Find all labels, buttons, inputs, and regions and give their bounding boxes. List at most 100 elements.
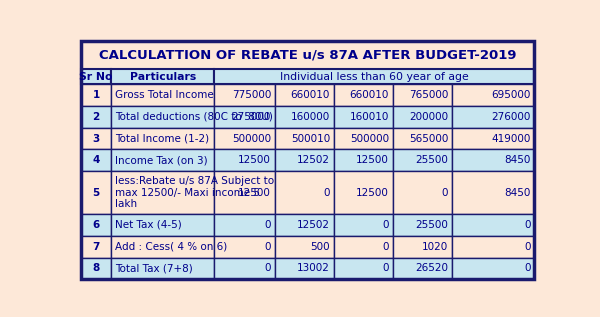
Bar bbox=[80, 236, 112, 257]
Text: 3: 3 bbox=[92, 133, 100, 144]
Text: 25500: 25500 bbox=[415, 155, 448, 165]
Bar bbox=[275, 149, 334, 171]
Text: 12500: 12500 bbox=[356, 188, 389, 197]
Bar bbox=[80, 171, 112, 214]
Text: Total deductions (80C to  80U): Total deductions (80C to 80U) bbox=[115, 112, 272, 122]
Text: 275000: 275000 bbox=[232, 112, 271, 122]
Bar bbox=[393, 257, 452, 279]
Bar bbox=[393, 171, 452, 214]
Text: 13002: 13002 bbox=[297, 263, 330, 273]
Text: 660010: 660010 bbox=[291, 90, 330, 100]
Text: 2: 2 bbox=[92, 112, 100, 122]
Text: 695000: 695000 bbox=[491, 90, 531, 100]
Text: 765000: 765000 bbox=[409, 90, 448, 100]
Text: Particulars: Particulars bbox=[130, 72, 196, 82]
Bar bbox=[452, 214, 535, 236]
Bar bbox=[112, 69, 214, 84]
Text: 160000: 160000 bbox=[291, 112, 330, 122]
Text: 500000: 500000 bbox=[350, 133, 389, 144]
Bar bbox=[452, 171, 535, 214]
Bar bbox=[393, 106, 452, 128]
Bar bbox=[452, 149, 535, 171]
Text: less:Rebate u/s 87A Subject to
max 12500/- Maxi income 5
lakh: less:Rebate u/s 87A Subject to max 12500… bbox=[115, 176, 274, 209]
Text: 276000: 276000 bbox=[491, 112, 531, 122]
Text: 500000: 500000 bbox=[232, 133, 271, 144]
Bar bbox=[80, 149, 112, 171]
Text: 8: 8 bbox=[92, 263, 100, 273]
Text: 500010: 500010 bbox=[291, 133, 330, 144]
Text: 1020: 1020 bbox=[422, 242, 448, 252]
Bar bbox=[80, 128, 112, 149]
Bar bbox=[214, 149, 275, 171]
Text: 7: 7 bbox=[92, 242, 100, 252]
Text: 0: 0 bbox=[524, 220, 531, 230]
Bar bbox=[334, 257, 393, 279]
Bar bbox=[452, 236, 535, 257]
Text: 0: 0 bbox=[442, 188, 448, 197]
Text: 0: 0 bbox=[383, 242, 389, 252]
Bar bbox=[112, 106, 214, 128]
Bar bbox=[275, 84, 334, 106]
Text: 0: 0 bbox=[383, 263, 389, 273]
Bar bbox=[275, 128, 334, 149]
Text: 8450: 8450 bbox=[505, 188, 531, 197]
Text: 25500: 25500 bbox=[415, 220, 448, 230]
Text: Income Tax (on 3): Income Tax (on 3) bbox=[115, 155, 208, 165]
Bar bbox=[334, 84, 393, 106]
Text: 200000: 200000 bbox=[409, 112, 448, 122]
Text: 775000: 775000 bbox=[232, 90, 271, 100]
Bar bbox=[214, 106, 275, 128]
Bar bbox=[80, 69, 112, 84]
Bar bbox=[275, 106, 334, 128]
Text: 1: 1 bbox=[92, 90, 100, 100]
Text: 0: 0 bbox=[524, 263, 531, 273]
Bar bbox=[334, 149, 393, 171]
Bar bbox=[214, 171, 275, 214]
Text: 0: 0 bbox=[383, 220, 389, 230]
Bar bbox=[112, 257, 214, 279]
Text: 660010: 660010 bbox=[350, 90, 389, 100]
Bar bbox=[452, 257, 535, 279]
Text: Gross Total Income: Gross Total Income bbox=[115, 90, 214, 100]
Bar bbox=[452, 128, 535, 149]
Bar bbox=[112, 84, 214, 106]
Bar bbox=[214, 236, 275, 257]
Bar bbox=[214, 128, 275, 149]
Text: 160010: 160010 bbox=[350, 112, 389, 122]
Text: 419000: 419000 bbox=[491, 133, 531, 144]
Text: CALCULATTION OF REBATE u/s 87A AFTER BUDGET-2019: CALCULATTION OF REBATE u/s 87A AFTER BUD… bbox=[99, 49, 516, 61]
Text: 500: 500 bbox=[310, 242, 330, 252]
Bar bbox=[393, 149, 452, 171]
Text: 12500: 12500 bbox=[238, 155, 271, 165]
Bar bbox=[214, 69, 535, 84]
Text: 0: 0 bbox=[265, 242, 271, 252]
Bar bbox=[214, 214, 275, 236]
Text: Add : Cess( 4 % on 6): Add : Cess( 4 % on 6) bbox=[115, 242, 227, 252]
Bar bbox=[112, 171, 214, 214]
Text: 12502: 12502 bbox=[297, 220, 330, 230]
Bar bbox=[334, 236, 393, 257]
Text: Individual less than 60 year of age: Individual less than 60 year of age bbox=[280, 72, 469, 82]
Bar bbox=[80, 106, 112, 128]
Bar bbox=[214, 257, 275, 279]
Bar bbox=[275, 236, 334, 257]
Bar bbox=[452, 106, 535, 128]
Bar bbox=[334, 106, 393, 128]
Bar bbox=[112, 128, 214, 149]
Bar bbox=[393, 214, 452, 236]
Text: Net Tax (4-5): Net Tax (4-5) bbox=[115, 220, 181, 230]
Bar bbox=[393, 84, 452, 106]
Bar bbox=[112, 149, 214, 171]
Text: 565000: 565000 bbox=[409, 133, 448, 144]
Bar bbox=[80, 257, 112, 279]
Text: 0: 0 bbox=[323, 188, 330, 197]
Text: 0: 0 bbox=[265, 220, 271, 230]
Text: 6: 6 bbox=[92, 220, 100, 230]
Text: 0: 0 bbox=[265, 263, 271, 273]
Text: 12500: 12500 bbox=[238, 188, 271, 197]
Bar bbox=[112, 214, 214, 236]
Text: 26520: 26520 bbox=[415, 263, 448, 273]
Bar bbox=[275, 257, 334, 279]
Bar bbox=[275, 214, 334, 236]
Text: 12502: 12502 bbox=[297, 155, 330, 165]
